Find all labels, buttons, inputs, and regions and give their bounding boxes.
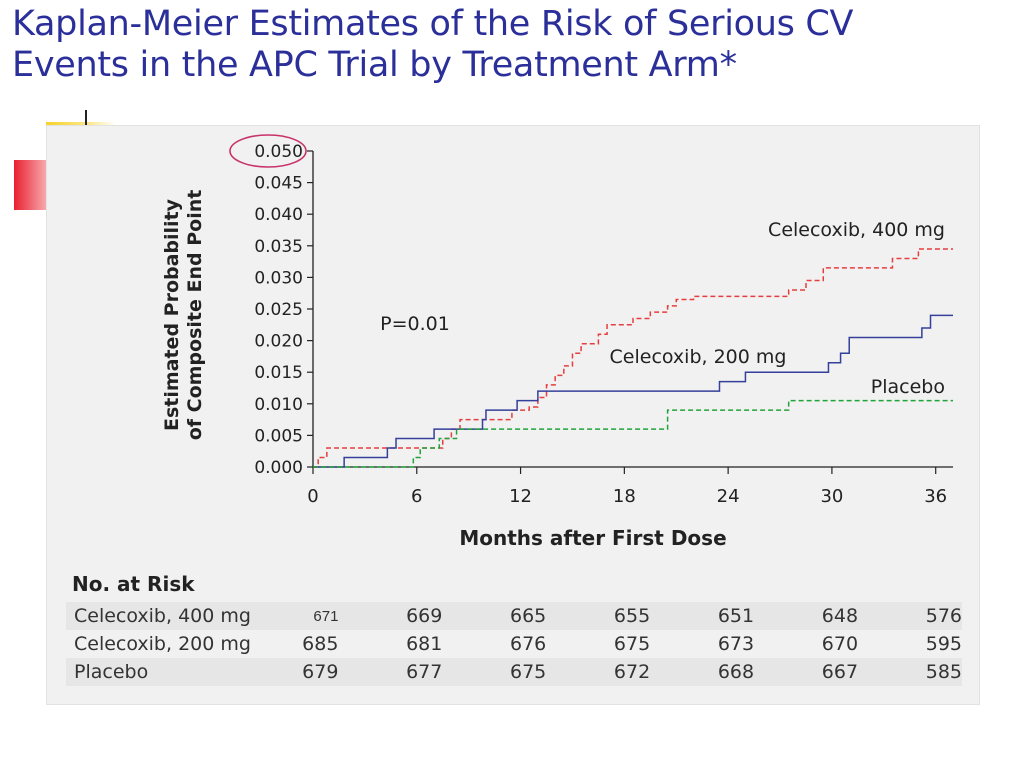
- y-tick-label: 0.010: [254, 395, 303, 415]
- risk-row-label: Celecoxib, 200 mg: [74, 633, 251, 655]
- risk-row-label: Placebo: [74, 661, 149, 683]
- risk-cell: 648: [821, 605, 859, 627]
- series-label-celecoxib400: Celecoxib, 400 mg: [768, 219, 945, 241]
- risk-row-celecoxib-400: Celecoxib, 400 mg 671 669 665 655 651 64…: [66, 602, 962, 630]
- risk-cell: 585: [925, 661, 962, 683]
- y-tick-label: 0.015: [254, 363, 303, 383]
- risk-table-title: No. at Risk: [72, 572, 195, 596]
- series-line-placebo: [313, 399, 953, 468]
- risk-cell: 681: [406, 633, 443, 655]
- risk-cell: 576: [925, 605, 962, 627]
- chart-series: [313, 248, 953, 468]
- y-tick-label: 0.035: [254, 237, 303, 257]
- x-tick-label: 6: [411, 486, 422, 507]
- p-value-annotation: P=0.01: [380, 313, 450, 335]
- x-axis-label: Months after First Dose: [459, 526, 726, 550]
- risk-cell: 655: [613, 605, 651, 627]
- chart-axes: 0.000 0.005 0.010 0.015 0.020 0.025 0.030 0.035…: [229, 134, 953, 507]
- y-tick-label: 0.040: [254, 205, 303, 225]
- risk-cell: 671: [313, 607, 339, 625]
- risk-row-label: Celecoxib, 400 mg: [74, 605, 251, 627]
- risk-cell: 651: [717, 605, 755, 627]
- x-tick-label: 30: [820, 486, 843, 507]
- y-tick-label: 0.020: [254, 332, 303, 352]
- y-axis-label-line-2: of Composite End Point: [184, 190, 206, 441]
- risk-row-celecoxib-200: Celecoxib, 200 mg 685 681 676 675 673 67…: [66, 630, 962, 658]
- y-tick-label: 0.005: [254, 426, 303, 446]
- series-labels: Celecoxib, 400 mg Celecoxib, 200 mg Placeb…: [610, 219, 945, 398]
- risk-cell: 675: [613, 633, 651, 655]
- risk-cell: 676: [510, 633, 547, 655]
- y-tick-label: 0.000: [254, 458, 303, 478]
- chart-panel: [46, 125, 980, 705]
- risk-row-placebo: Placebo 679 677 675 672 668 667 585: [66, 658, 962, 686]
- highlight-ellipse: [229, 134, 307, 168]
- risk-cell: 677: [406, 661, 443, 683]
- series-label-celecoxib200: Celecoxib, 200 mg: [610, 346, 787, 368]
- risk-cell: 679: [302, 661, 339, 683]
- x-tick-label: 0: [307, 486, 318, 507]
- risk-cell: 673: [717, 633, 755, 655]
- x-tick-label: 12: [509, 486, 532, 507]
- risk-table: Celecoxib, 400 mg 671 669 665 655 651 64…: [66, 602, 962, 686]
- series-line-celecoxib200: [313, 314, 953, 468]
- risk-cell: 665: [510, 605, 547, 627]
- y-axis-label-line-1: Estimated Probability: [161, 198, 183, 431]
- x-tick-label: 36: [924, 486, 947, 507]
- slide-title-line-2: Events in the APC Trial by Treatment Arm…: [12, 45, 737, 85]
- risk-cell: 669: [406, 605, 443, 627]
- risk-cell: 668: [717, 661, 755, 683]
- risk-cell: 667: [821, 661, 859, 683]
- slide-title: Kaplan-Meier Estimates of the Risk of Se…: [12, 4, 1012, 86]
- risk-cell: 595: [925, 633, 962, 655]
- series-label-placebo: Placebo: [871, 376, 945, 398]
- risk-cell: 675: [510, 661, 547, 683]
- y-axis-label: Estimated Probability of Composite End P…: [161, 190, 206, 441]
- risk-cell: 672: [613, 661, 651, 683]
- y-tick-label: 0.030: [254, 268, 303, 288]
- y-tick-label: 0.050: [254, 142, 303, 162]
- x-tick-label: 18: [613, 486, 636, 507]
- x-tick-label: 24: [717, 486, 740, 507]
- risk-cell: 670: [821, 633, 859, 655]
- slide-title-line-1: Kaplan-Meier Estimates of the Risk of Se…: [12, 4, 854, 44]
- risk-cell: 685: [302, 633, 339, 655]
- y-tick-label: 0.025: [254, 300, 303, 320]
- y-tick-label: 0.045: [254, 174, 303, 194]
